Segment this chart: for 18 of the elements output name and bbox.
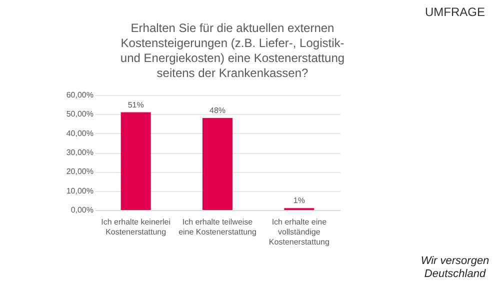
text: UMFRAGE [425, 5, 485, 19]
bar [202, 118, 232, 210]
x-tick-label: Ich erhalte teilweise eine Kostenerstattung [178, 218, 256, 236]
bar [120, 112, 151, 210]
y-tick-label: 60,00% [66, 90, 94, 100]
y-tick-label: 20,00% [66, 167, 94, 176]
y-tick-label: 40,00% [66, 128, 94, 138]
chart-title: Erhalten Sie für die aktuellen externen Kostensteigerungen (z.B. Liefer-, Logistik- und Energiekosten) eine Kostenerstattung seitens der Krankenkassen? [120, 21, 345, 80]
text: Wir versorgen Deutschland [420, 255, 490, 280]
x-tick-label: Ich erhalte eine vollständige Kostenerstattung [268, 218, 330, 246]
y-tick-label: 10,00% [66, 186, 94, 196]
y-tick-label: 50,00% [66, 110, 94, 119]
data-label: 51% [128, 100, 144, 110]
y-tick-label: 0,00% [70, 206, 94, 214]
y-tick-label: 30,00% [66, 148, 94, 157]
data-label: 48% [209, 106, 226, 115]
data-label: 1% [293, 196, 305, 206]
x-tick-label: Ich erhalte keinerlei Kostenerstattung [101, 218, 171, 236]
